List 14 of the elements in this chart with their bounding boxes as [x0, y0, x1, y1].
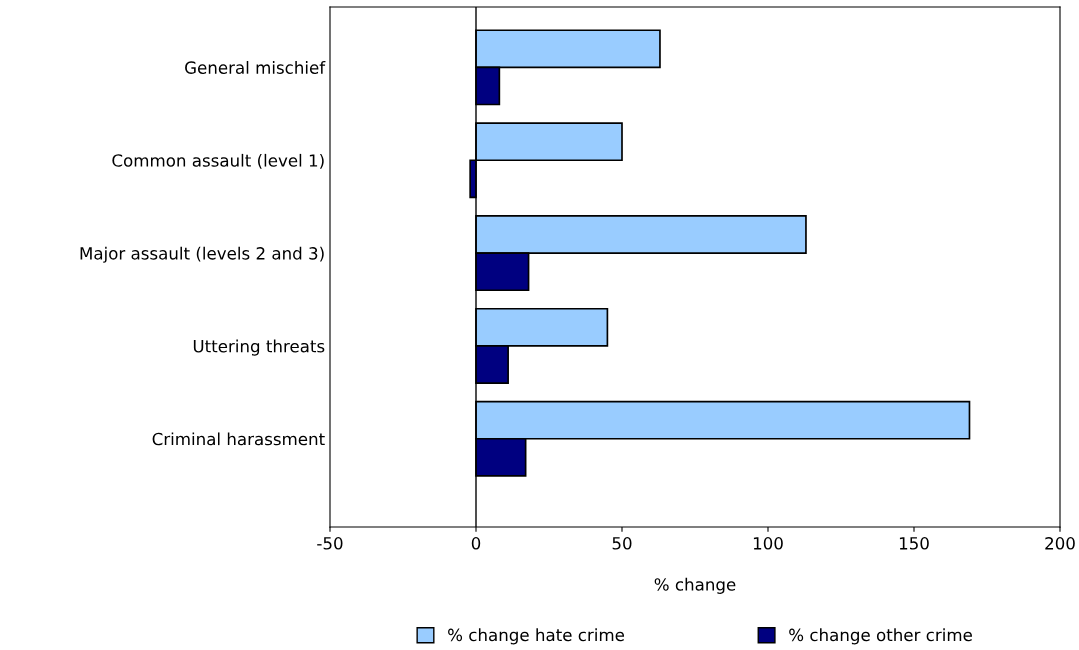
x-tick-label: 0	[471, 537, 481, 550]
y-tick-label: Major assault (levels 2 and 3)	[80, 246, 324, 263]
legend-label: % change other crime	[789, 628, 972, 645]
x-axis-title: % change	[654, 577, 736, 594]
x-tick-label: 150	[899, 537, 929, 550]
x-tick-label: 200	[1045, 537, 1075, 550]
x-tick-label: -50	[317, 537, 343, 550]
x-tick-label: 100	[753, 537, 783, 550]
y-tick-label: Uttering threats	[193, 339, 325, 356]
legend-label: % change hate crime	[448, 628, 625, 645]
y-tick-label: Criminal harassment	[152, 432, 325, 446]
x-tick-label: 50	[612, 537, 632, 550]
y-tick-label: General mischief	[185, 61, 326, 74]
y-tick-label: Common assault (level 1)	[112, 153, 324, 169]
